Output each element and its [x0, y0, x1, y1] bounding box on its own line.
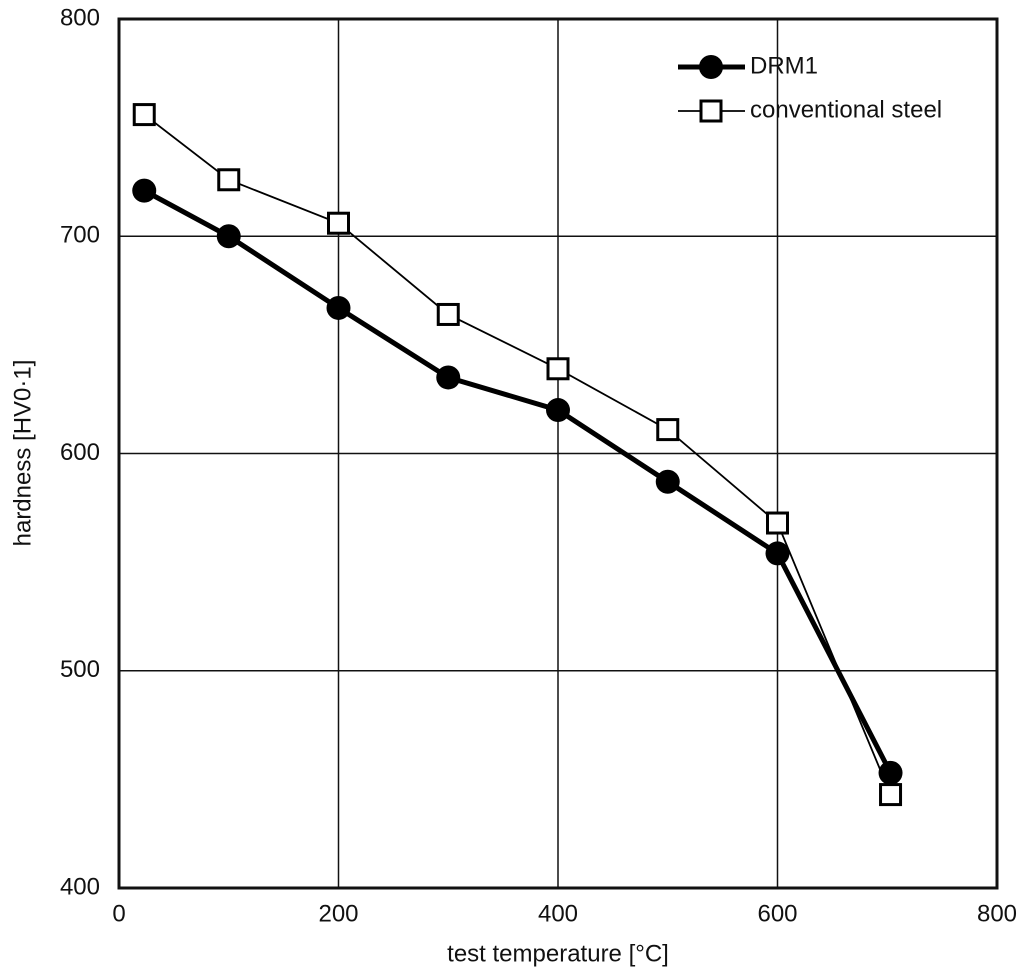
series-line	[143, 188, 893, 775]
data-point	[656, 418, 680, 442]
x-tick-label: 0	[112, 900, 125, 927]
y-axis-label: hardness [HV0·1]	[9, 360, 36, 547]
legend-label: DRM1	[750, 52, 818, 79]
data-point	[216, 224, 241, 249]
x-tick-label: 200	[318, 900, 358, 927]
y-tick-label: 600	[60, 439, 100, 466]
legend-marker	[699, 99, 723, 123]
y-tick-label: 400	[60, 873, 100, 900]
data-point	[766, 511, 789, 535]
y-tick-label: 500	[60, 656, 100, 683]
data-point	[217, 168, 241, 192]
y-tick-label: 700	[60, 222, 100, 249]
data-point	[546, 398, 570, 423]
data-point	[132, 103, 156, 127]
data-point	[326, 295, 351, 320]
x-tick-label: 600	[757, 900, 797, 927]
data-point	[879, 783, 903, 807]
y-tick-label: 800	[60, 4, 100, 31]
x-axis-label: test temperature [°C]	[447, 940, 669, 967]
x-tick-label: 400	[538, 900, 578, 927]
data-point	[546, 357, 570, 381]
plot-frame	[117, 17, 999, 890]
data-point	[436, 365, 461, 390]
data-point	[132, 178, 157, 203]
series-line	[143, 113, 892, 795]
x-tick-label: 800	[977, 900, 1017, 927]
data-point	[765, 541, 790, 566]
data-point	[655, 469, 680, 494]
data-point	[436, 302, 460, 326]
legend-label: conventional steel	[750, 96, 942, 123]
data-point	[327, 211, 350, 235]
legend-marker	[699, 55, 723, 79]
